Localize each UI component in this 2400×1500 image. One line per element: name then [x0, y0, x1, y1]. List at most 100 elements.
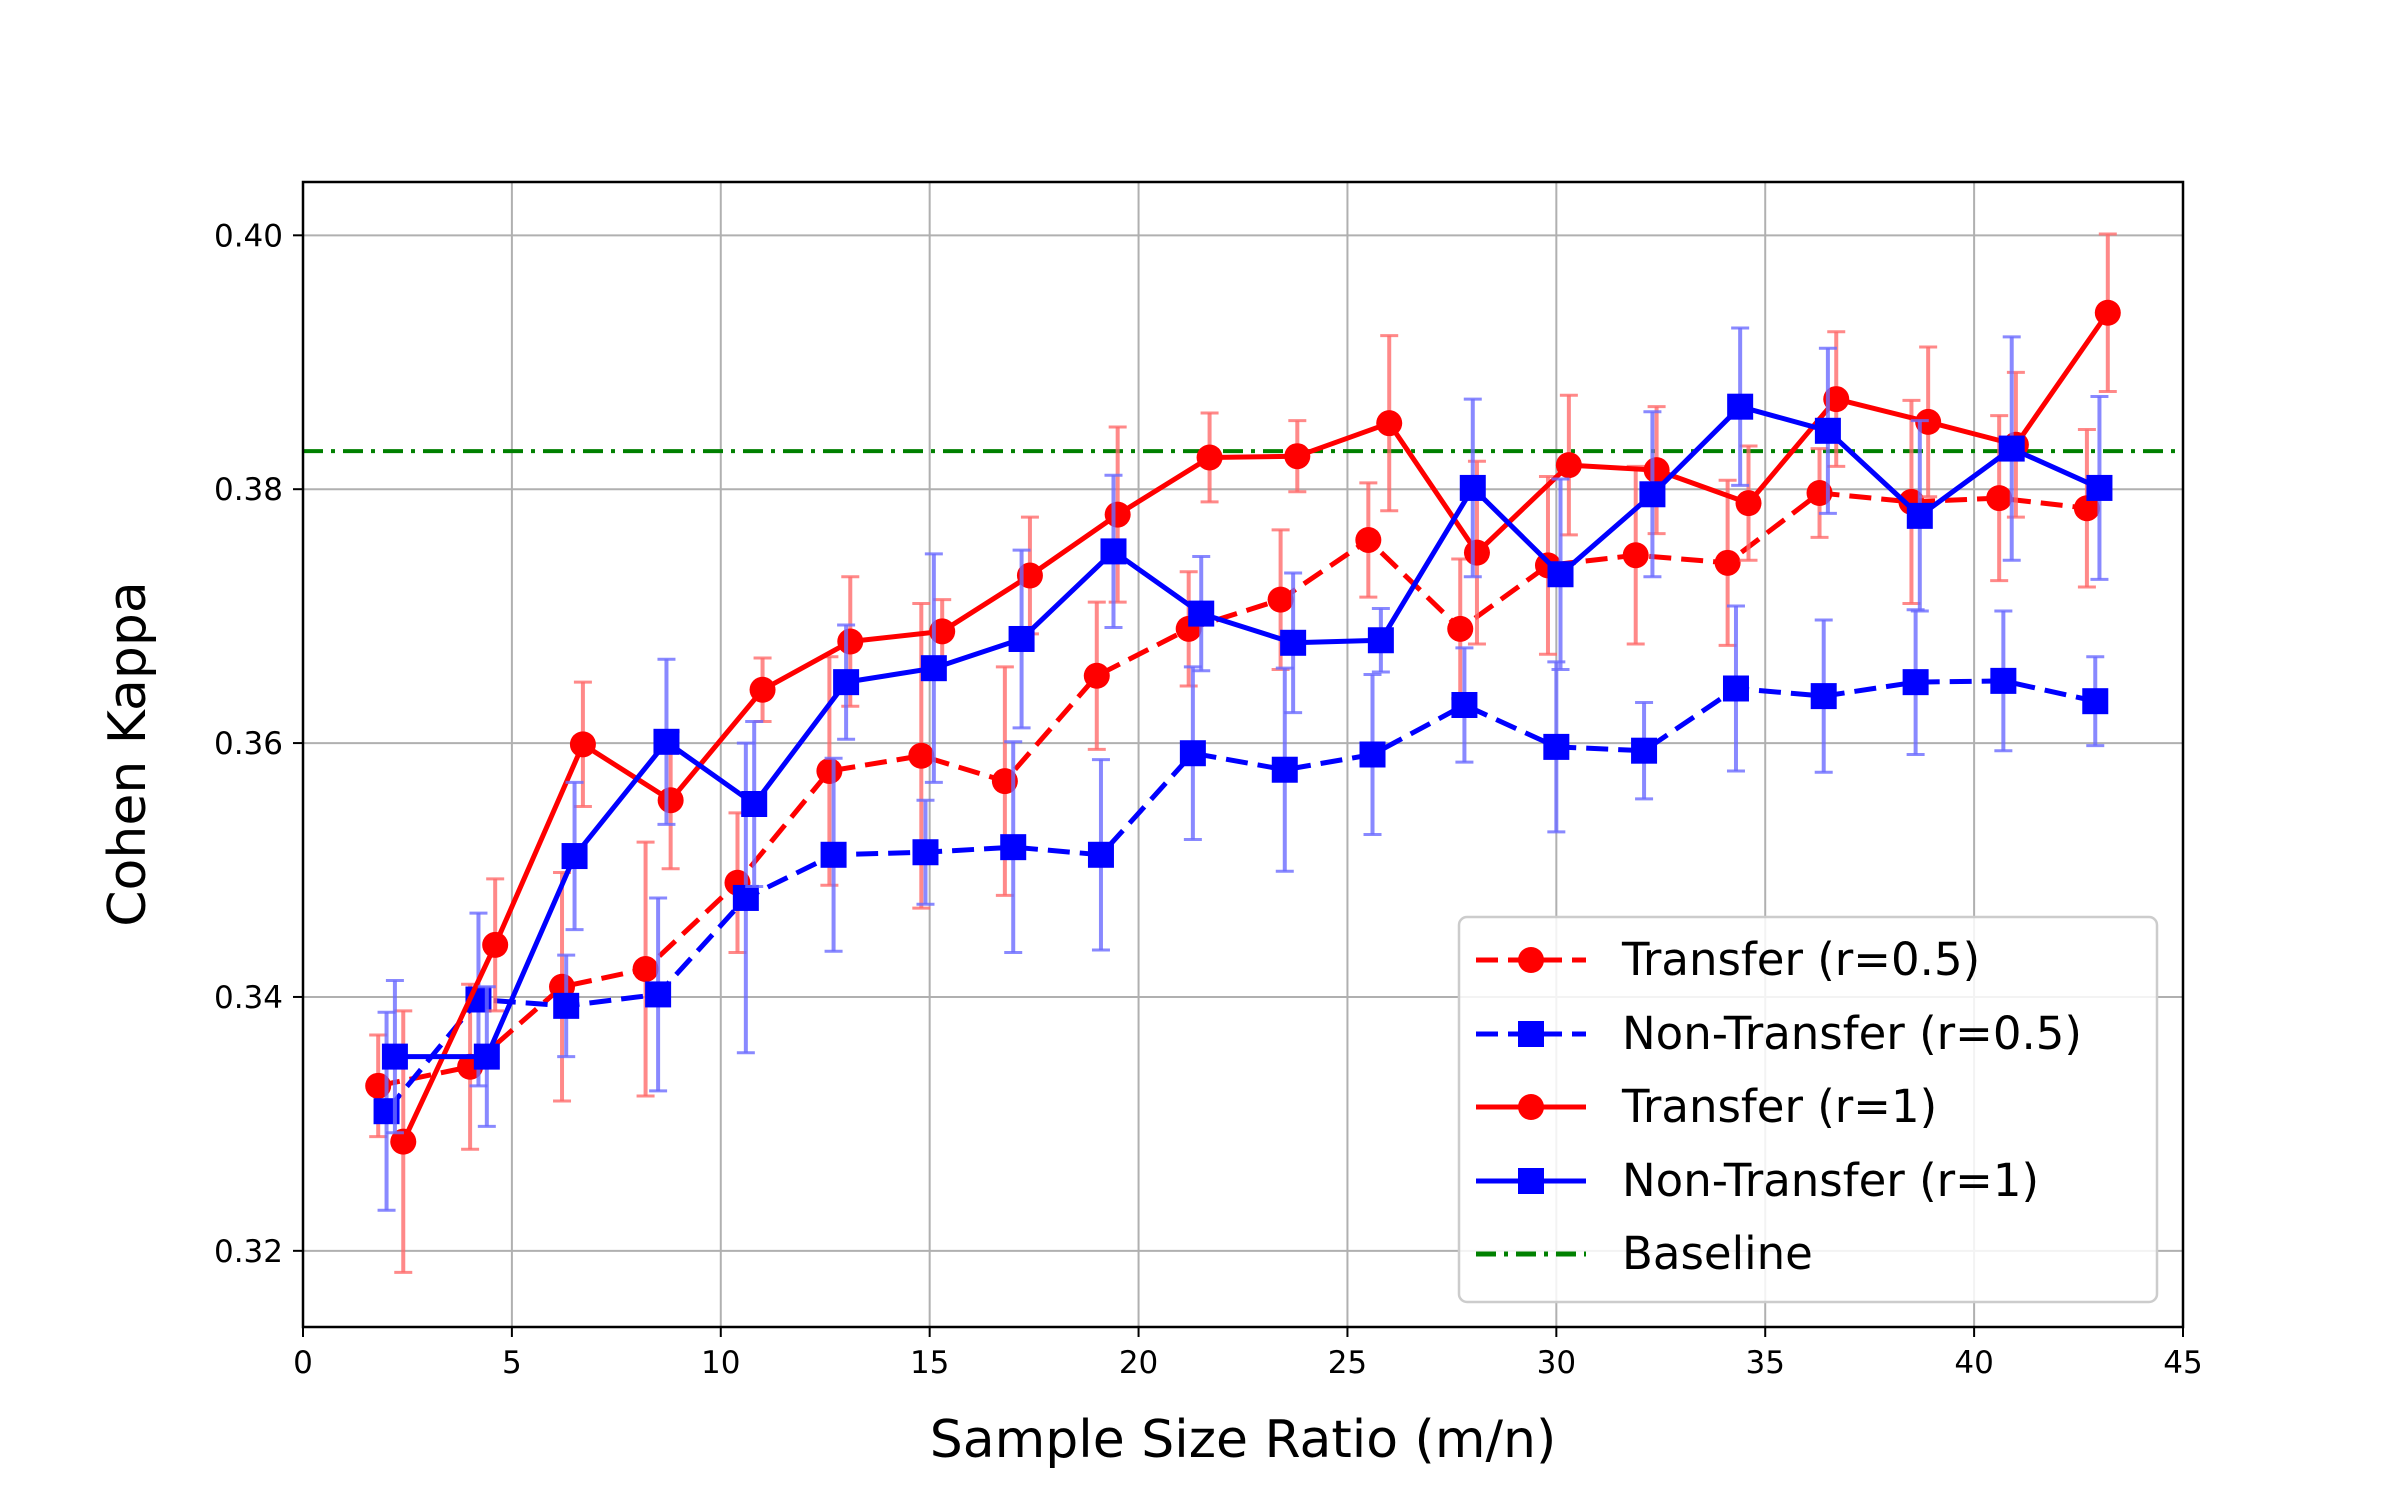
legend-swatch-marker: [1518, 947, 1544, 973]
legend-label-baseline: Baseline: [1622, 1227, 1813, 1280]
data-point: [833, 669, 860, 696]
data-point: [1104, 501, 1131, 528]
y-tick-label: 0.40: [214, 218, 283, 254]
data-point: [473, 1043, 500, 1070]
data-point: [837, 628, 864, 655]
x-tick-label: 0: [293, 1345, 313, 1381]
data-point: [741, 791, 768, 818]
ticks: 0 5 10 15 20 25 30 35 40 45 0.32 0.34 0.36 0.38 0.40: [214, 218, 2203, 1381]
data-point: [816, 758, 843, 785]
legend-swatch-marker: [1518, 1021, 1544, 1047]
data-point: [1359, 741, 1386, 768]
data-point: [2073, 495, 2100, 522]
y-tick-label: 0.32: [214, 1234, 283, 1270]
data-point: [1547, 561, 1574, 588]
data-point: [1631, 737, 1658, 764]
legend-swatches: [1476, 947, 1586, 1257]
x-tick-label: 45: [2163, 1345, 2202, 1381]
data-point: [1906, 502, 1933, 529]
x-tick-label: 25: [1328, 1345, 1367, 1381]
x-tick-label: 5: [502, 1345, 522, 1381]
data-point: [390, 1128, 417, 1155]
data-point: [1998, 435, 2025, 462]
x-tick-label: 20: [1119, 1345, 1158, 1381]
data-point: [1008, 625, 1035, 652]
legend-frame: [1457, 915, 2159, 1304]
series-layer: [365, 232, 2121, 1274]
data-point: [1000, 834, 1027, 861]
data-point: [1280, 629, 1307, 656]
series-line: [394, 404, 2101, 1060]
data-point: [1087, 841, 1114, 868]
data-point: [482, 931, 509, 958]
data-point: [1271, 756, 1298, 783]
legend: Transfer (r=0.5) Non-Transfer (r=0.5) Tr…: [1457, 915, 2159, 1304]
data-point: [1083, 662, 1110, 689]
data-point: [732, 884, 759, 911]
y-tick-label: 0.38: [214, 472, 283, 508]
x-axis-title: Sample Size Ratio (m/n): [930, 1410, 1557, 1470]
data-point: [2086, 474, 2113, 501]
data-point: [1367, 627, 1394, 654]
data-point: [1714, 549, 1741, 576]
x-tick-label: 15: [910, 1345, 949, 1381]
y-axis-title: Cohen Kappa: [98, 581, 158, 927]
data-point: [1622, 542, 1649, 569]
series-1: [373, 604, 2109, 1212]
data-point: [2082, 688, 2109, 715]
data-point: [1643, 457, 1670, 484]
data-point: [1179, 740, 1206, 767]
data-point: [1639, 481, 1666, 508]
legend-label-transfer-r1: Transfer (r=1): [1621, 1080, 1937, 1133]
data-point: [569, 731, 596, 758]
data-point: [561, 843, 588, 870]
x-tick-label: 10: [701, 1345, 740, 1381]
legend-swatch-marker: [1518, 1094, 1544, 1120]
data-point: [1451, 691, 1478, 718]
data-point: [381, 1043, 408, 1070]
data-point: [1196, 444, 1223, 471]
data-point: [1990, 667, 2017, 694]
data-point: [632, 956, 659, 983]
y-tick-label: 0.34: [214, 980, 283, 1016]
data-point: [1463, 539, 1490, 566]
data-point: [920, 655, 947, 682]
data-point: [1810, 683, 1837, 710]
plot-area-frame: [301, 180, 2185, 1329]
data-point: [1459, 474, 1486, 501]
data-point: [657, 787, 684, 814]
data-point: [653, 728, 680, 755]
series-0: [365, 398, 2100, 1151]
data-point: [908, 742, 935, 769]
data-point: [1722, 675, 1749, 702]
data-point: [1355, 526, 1382, 553]
data-point: [1902, 669, 1929, 696]
data-point: [1735, 490, 1762, 517]
data-point: [1447, 615, 1474, 642]
data-point: [1188, 600, 1215, 627]
data-point: [1986, 485, 2013, 512]
series-line: [384, 678, 2096, 1113]
data-point: [1543, 733, 1570, 760]
legend-label-nontransfer-r1: Non-Transfer (r=1): [1622, 1154, 2039, 1207]
legend-label-nontransfer-r05: Non-Transfer (r=0.5): [1622, 1007, 2082, 1060]
data-point: [820, 841, 847, 868]
legend-swatch-marker: [1518, 1168, 1544, 1194]
data-point: [1555, 452, 1582, 479]
data-point: [645, 981, 672, 1008]
data-point: [1727, 393, 1754, 420]
data-point: [912, 839, 939, 866]
data-point: [1376, 410, 1403, 437]
legend-label-transfer-r05: Transfer (r=0.5): [1621, 933, 1980, 986]
series-3: [381, 326, 2113, 1135]
x-tick-label: 35: [1745, 1345, 1784, 1381]
data-point: [1267, 586, 1294, 613]
data-point: [749, 676, 776, 703]
series-line: [401, 311, 2110, 1143]
x-tick-label: 40: [1954, 1345, 1993, 1381]
data-point: [1100, 538, 1127, 565]
x-tick-label: 30: [1537, 1345, 1576, 1381]
data-point: [2094, 299, 2121, 326]
data-point: [1814, 417, 1841, 444]
